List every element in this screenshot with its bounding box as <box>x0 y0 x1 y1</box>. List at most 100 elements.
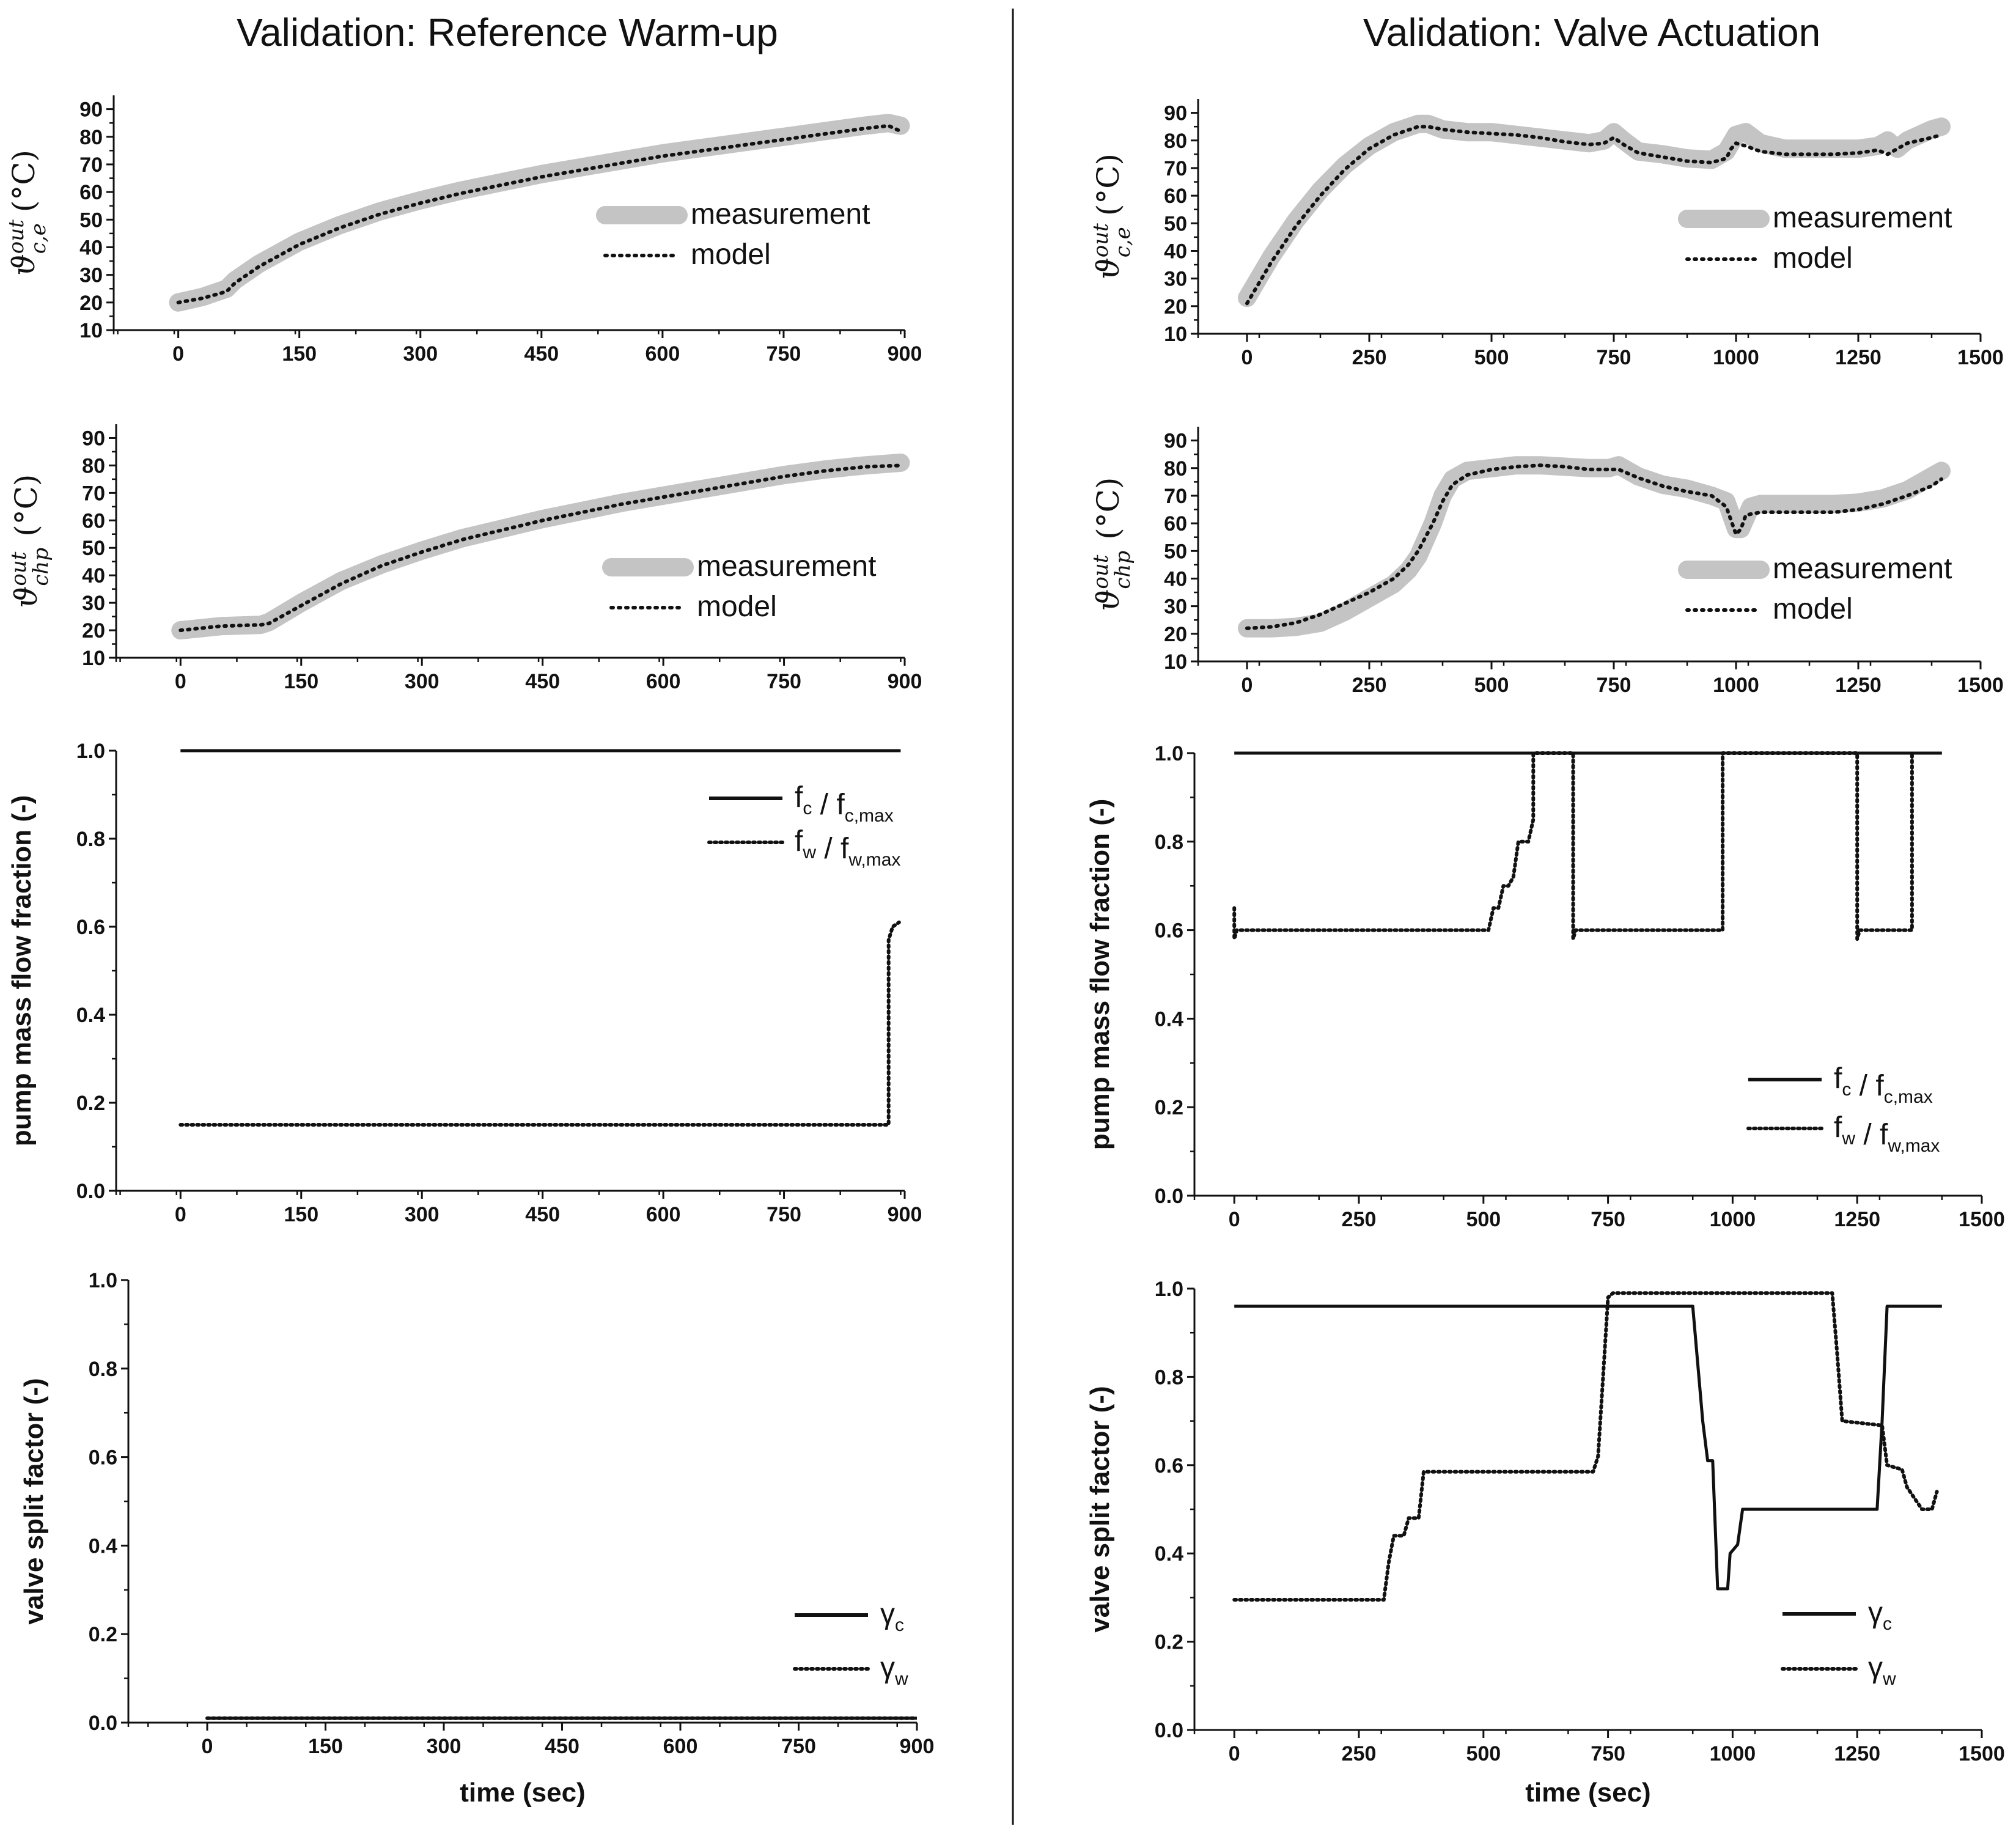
y-tick-label: 1.0 <box>76 740 105 763</box>
x-tick-label: 500 <box>1466 1742 1501 1765</box>
series-dotted-line <box>178 920 901 1127</box>
x-tick-label: 0 <box>175 1203 186 1226</box>
y-tick-label: 50 <box>1164 540 1187 563</box>
y-tick-label: 80 <box>1164 130 1187 153</box>
legend-label-base: f <box>795 781 803 814</box>
panel-right-temp-ce: 0 250 500 750 1000 1250 1500 10 20 30 40 50 60 70 80 90… <box>1089 99 2004 369</box>
y-tick-label: 70 <box>1164 485 1187 508</box>
legend-label: measurement <box>691 198 870 230</box>
y-tick-label: 1.0 <box>89 1269 117 1292</box>
x-tick-label: 750 <box>1591 1742 1625 1765</box>
x-tick-label: 600 <box>663 1735 698 1758</box>
legend-label: γc <box>1868 1597 1892 1634</box>
legend-label-sub: w,max <box>1887 1136 1940 1156</box>
x-tick-label: 0 <box>202 1735 213 1758</box>
x-tick-label: 750 <box>767 1203 801 1226</box>
series-solid-line <box>1234 1305 1942 1591</box>
legend-label-sub: c,max <box>1884 1087 1933 1107</box>
y-axis-title-symbol: ϑ <box>1091 589 1126 611</box>
y-axis-title-symbol: ϑ <box>6 254 42 276</box>
legend-label-sub: w <box>1841 1128 1855 1149</box>
y-tick-label: 40 <box>82 564 105 587</box>
legend-label: measurement <box>1773 553 1952 585</box>
y-tick-label: 90 <box>79 98 103 122</box>
legend-label-base: / f <box>816 833 849 865</box>
y-axis-title-sub: c,e <box>26 223 51 254</box>
x-tick-label: 300 <box>403 342 438 366</box>
x-tick-label: 1500 <box>1957 674 2004 697</box>
y-tick-label: 0.8 <box>76 828 105 851</box>
x-tick-label: 750 <box>1597 346 1632 369</box>
x-tick-label: 0 <box>1229 1208 1240 1231</box>
y-axis-title-sub: c,e <box>1111 227 1135 257</box>
x-tick-label: 600 <box>646 670 681 693</box>
legend-label: model <box>691 238 771 271</box>
x-tick-label: 750 <box>1597 674 1632 697</box>
legend-label: measurement <box>697 550 876 583</box>
y-axis-title-unit: (°C) <box>1091 477 1126 540</box>
y-tick-label: 30 <box>1164 268 1187 291</box>
legend-label: measurement <box>1773 202 1952 234</box>
y-tick-label: 0.0 <box>1155 1719 1183 1742</box>
x-tick-label: 1000 <box>1710 1208 1756 1231</box>
x-tick-label: 1250 <box>1835 346 1882 369</box>
y-axis-title-symbol: ϑ <box>9 586 44 608</box>
x-tick-label: 450 <box>524 342 559 366</box>
legend-label: γw <box>880 1652 908 1689</box>
series-model-line <box>1245 125 1943 306</box>
y-tick-label: 0.0 <box>1155 1185 1183 1208</box>
legend-label: γw <box>1868 1652 1896 1689</box>
x-tick-label: 0 <box>1242 346 1253 369</box>
legend-label: fw / fw,max <box>795 825 900 870</box>
x-tick-label: 150 <box>284 670 318 693</box>
y-tick-label: 0.0 <box>89 1712 117 1735</box>
panel-right-temp-chp: 0 250 500 750 1000 1250 1500 10 20 30 40 50 60 70 80 90… <box>1089 427 2004 697</box>
legend-label: fc / fc,max <box>795 781 894 826</box>
x-tick-label: 750 <box>1591 1208 1625 1231</box>
legend-label-base: f <box>1834 1111 1842 1144</box>
series-measurement-line <box>169 114 910 312</box>
x-tick-label: 1250 <box>1835 674 1882 697</box>
legend-label-sub: c <box>1842 1080 1851 1100</box>
panel-left-valve: 0 150 300 450 600 750 900 0.0 0.2 0.4 0.6 0.8 1.0 val… <box>19 1269 934 1758</box>
y-tick-label: 90 <box>1164 430 1187 453</box>
y-tick-label: 0.4 <box>1155 1007 1183 1031</box>
legend-label-sub: c <box>1883 1614 1892 1634</box>
x-tick-label: 1250 <box>1834 1208 1880 1231</box>
series-model-line <box>176 123 903 304</box>
legend-label-sub: w <box>1882 1669 1896 1689</box>
x-tick-label: 750 <box>781 1735 816 1758</box>
y-tick-label: 0.0 <box>76 1180 105 1203</box>
x-tick-label: 250 <box>1352 674 1387 697</box>
legend-label-sub: w <box>894 1669 908 1689</box>
y-tick-label: 20 <box>1164 295 1187 318</box>
panel-right-valve: 0 250 500 750 1000 1250 1500 0.0 0.2 0.4 0.6 0.8 1.0… <box>1085 1278 2005 1765</box>
series-model-line <box>178 463 903 633</box>
x-tick-label: 750 <box>767 342 801 366</box>
y-tick-label: 0.2 <box>1155 1631 1183 1654</box>
y-tick-label: 0.2 <box>1155 1096 1183 1119</box>
right-column-title: Validation: Valve Actuation <box>1363 10 1820 54</box>
legend-label-base: f <box>795 825 803 858</box>
left-xlabel: time (sec) <box>460 1778 585 1808</box>
x-tick-label: 250 <box>1342 1742 1377 1765</box>
x-tick-label: 900 <box>888 1203 922 1226</box>
x-tick-label: 900 <box>888 670 922 693</box>
y-tick-label: 70 <box>82 482 105 505</box>
y-tick-label: 30 <box>79 264 103 287</box>
y-tick-label: 0.2 <box>76 1092 105 1115</box>
y-tick-label: 0.6 <box>1155 919 1183 943</box>
y-axis-title: ϑoutchp (°C) <box>1089 477 1135 611</box>
legend-label-base: γ <box>1868 1652 1883 1684</box>
right-xlabel: time (sec) <box>1525 1778 1650 1808</box>
x-tick-label: 900 <box>888 342 922 366</box>
legend-label-sub: w,max <box>848 850 900 870</box>
y-tick-label: 60 <box>1164 512 1187 535</box>
y-tick-label: 30 <box>1164 595 1187 619</box>
x-tick-label: 0 <box>1242 674 1253 697</box>
y-tick-label: 40 <box>1164 567 1187 591</box>
panel-left-pump: 0 150 300 450 600 750 900 0.0 0.2 0.4 0.6 0.8 1.0 pum… <box>7 740 922 1226</box>
y-axis-title: pump mass flow fraction (-) <box>7 795 37 1146</box>
y-tick-label: 0.4 <box>76 1004 105 1027</box>
legend-label: model <box>1773 593 1853 625</box>
